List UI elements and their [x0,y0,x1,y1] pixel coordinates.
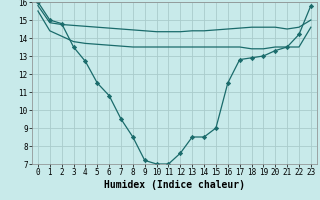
X-axis label: Humidex (Indice chaleur): Humidex (Indice chaleur) [104,180,245,190]
